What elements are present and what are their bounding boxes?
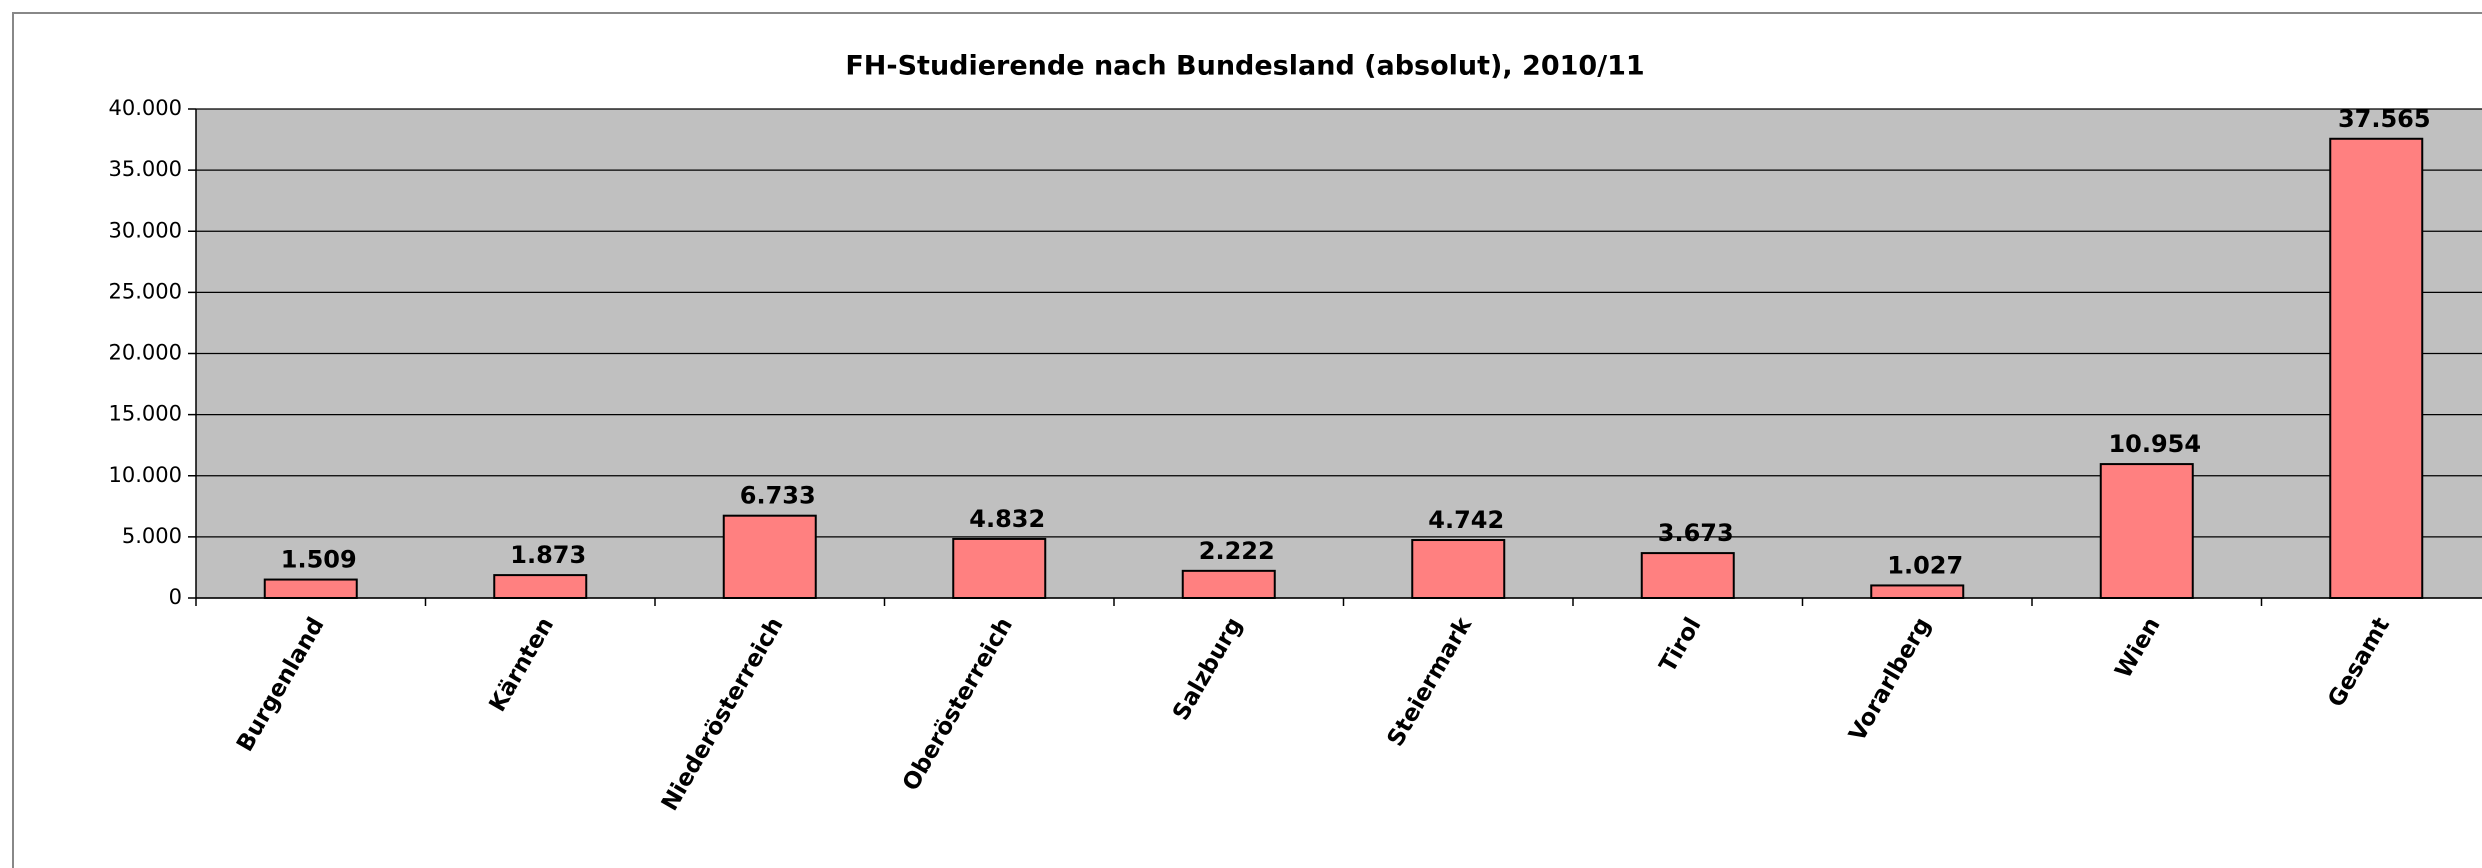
- data-label: 1.509: [281, 546, 357, 574]
- data-label: 4.742: [1428, 506, 1504, 534]
- bar: [2099, 463, 2194, 599]
- data-label: 37.565: [2338, 105, 2431, 133]
- bar: [1181, 569, 1276, 600]
- y-tick-label: 30.000: [109, 218, 182, 242]
- y-tick-label: 15.000: [109, 402, 182, 426]
- y-tick-label: 10.000: [109, 463, 182, 487]
- data-label: 1.873: [510, 541, 586, 569]
- y-tick-label: 20.000: [109, 341, 182, 365]
- bar: [952, 537, 1047, 599]
- data-label: 6.733: [740, 482, 816, 510]
- bar: [1411, 539, 1506, 600]
- bar: [2329, 137, 2424, 599]
- bar: [1870, 584, 1965, 600]
- chart-title: FH-Studierende nach Bundesland (absolut)…: [845, 51, 1644, 82]
- bar: [263, 578, 358, 600]
- bar: [1640, 552, 1735, 600]
- y-tick-label: 5.000: [122, 524, 182, 548]
- y-tick-label: 35.000: [109, 157, 182, 181]
- bar: [722, 514, 817, 600]
- bar: [493, 574, 588, 600]
- data-label: 2.222: [1199, 537, 1275, 565]
- y-tick-label: 40.000: [109, 96, 182, 120]
- y-tick-label: 0: [169, 585, 182, 609]
- data-label: 4.832: [969, 505, 1045, 533]
- y-tick-label: 25.000: [109, 279, 182, 303]
- data-label: 1.027: [1887, 551, 1963, 579]
- data-label: 10.954: [2108, 430, 2201, 458]
- data-label: 3.673: [1658, 519, 1734, 547]
